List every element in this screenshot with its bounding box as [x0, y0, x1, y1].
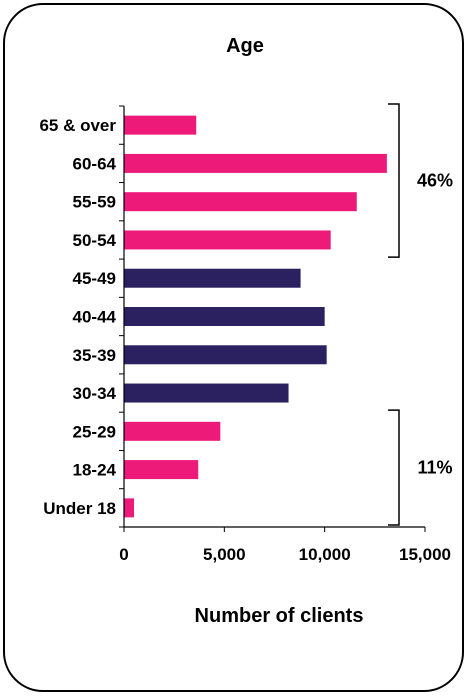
bar-60-64: [124, 153, 387, 173]
bracket-label: 11%: [417, 458, 452, 478]
bar-40-44: [124, 307, 325, 326]
y-tick-label: 55-59: [73, 193, 116, 212]
y-tick-label: 18-24: [73, 461, 117, 480]
bar-55-59: [124, 192, 357, 212]
bracket-11: [388, 409, 400, 526]
x-tick-label: 0: [119, 545, 128, 564]
x-tick-label: 5,000: [203, 545, 246, 564]
bar-under-18: [124, 498, 135, 518]
y-tick-label: 60-64: [73, 154, 117, 173]
x-tick-label: 15,000: [399, 545, 451, 564]
bar-50-54: [124, 230, 331, 250]
bar-35-39: [124, 345, 327, 365]
chart-title: Age: [226, 35, 264, 57]
y-tick-label: 65 & over: [39, 116, 116, 135]
bar-18-24: [124, 460, 199, 480]
bar-45-49: [124, 268, 301, 288]
y-tick-label: 25-29: [73, 422, 116, 441]
y-tick-label: 40-44: [73, 308, 117, 327]
bar-30-34: [124, 383, 289, 403]
y-tick-label: 50-54: [73, 231, 117, 250]
y-tick-label: 35-39: [73, 346, 116, 365]
x-axis-title: Number of clients: [195, 605, 364, 627]
x-tick-label: 10,000: [299, 545, 351, 564]
bar-25-29: [124, 421, 221, 441]
bar-65-and-over: [124, 115, 197, 135]
y-tick-label: 45-49: [73, 269, 116, 288]
y-tick-label: Under 18: [43, 499, 116, 518]
bracket-46: [388, 103, 400, 258]
bracket-label: 46%: [417, 171, 453, 191]
y-tick-label: 30-34: [73, 384, 117, 403]
